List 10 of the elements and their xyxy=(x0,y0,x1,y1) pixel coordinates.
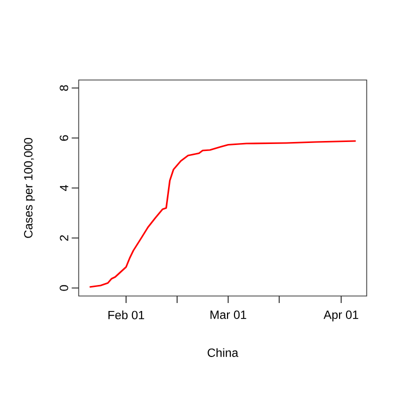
y-tick-label: 4 xyxy=(60,185,68,192)
y-tick-label: 2 xyxy=(60,235,68,241)
x-tick-label: Apr 01 xyxy=(324,310,358,322)
y-axis-title: Cases per 100,000 xyxy=(24,138,35,238)
y-tick-label: 0 xyxy=(60,285,68,291)
x-axis-title: China xyxy=(208,348,238,357)
x-tick-label: Feb 01 xyxy=(108,310,144,320)
x-tick-label: Mar 01 xyxy=(210,310,246,319)
y-tick-label: 6 xyxy=(60,135,68,141)
y-tick-label: 8 xyxy=(60,85,68,91)
